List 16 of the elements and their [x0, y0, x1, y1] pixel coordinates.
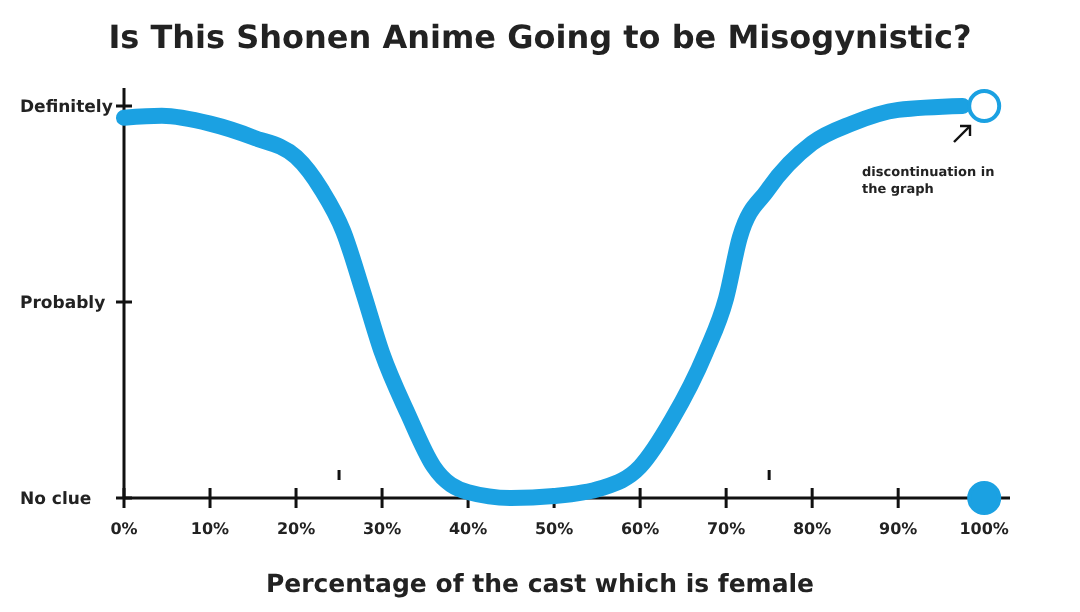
x-tick-label: 30%	[362, 520, 402, 538]
x-tick-label: 60%	[620, 520, 660, 538]
x-tick-label: 90%	[879, 520, 918, 538]
x-tick-label: 0%	[110, 520, 138, 538]
x-tick-label: 50%	[534, 520, 574, 538]
x-tick-label: 40%	[448, 520, 488, 538]
x-axis-title: Percentage of the cast which is female	[265, 568, 815, 598]
text: No clue	[20, 489, 92, 510]
text: Definitely	[20, 97, 114, 118]
x-tick-label: 20%	[276, 520, 316, 538]
x-tick-label: 70%	[706, 520, 746, 538]
chart-title: Is This Shonen Anime Going to be Misogynistic?	[108, 18, 972, 56]
x-tick-label: 10%	[190, 520, 230, 538]
text: Probably	[20, 293, 107, 314]
x-tick-label: 80%	[793, 520, 832, 538]
x-tick-label: 100%	[959, 520, 1009, 538]
